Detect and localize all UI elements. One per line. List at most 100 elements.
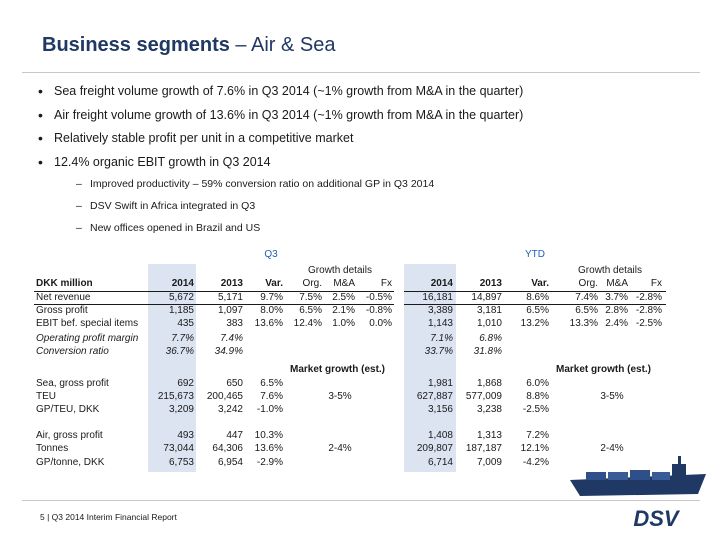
table-row-label: GP/tonne, DKK (36, 457, 105, 468)
table-cell-q3: 493 (177, 430, 194, 441)
table-cell-q3: 7.4% (220, 333, 243, 344)
table-row-label: EBIT bef. special items (36, 318, 139, 329)
table-row-label: Sea, gross profit (36, 378, 109, 389)
table-cell-q3: 200,465 (206, 391, 243, 402)
table-cell-q3: 9.7% (260, 292, 283, 303)
row-rule-q3 (34, 304, 394, 305)
sub-bullet-item: New offices opened in Brazil and US (76, 222, 434, 244)
table-cell-q3: 5,672 (168, 292, 194, 303)
table-cell-ytd: 627,887 (416, 391, 453, 402)
header-rule-q3 (34, 291, 394, 292)
table-cell-q3: 650 (226, 378, 243, 389)
table-cell-ytd: 1,868 (476, 378, 502, 389)
table-cell-q3: 6,753 (168, 457, 194, 468)
table-cell-ytd: 7.1% (430, 333, 453, 344)
table-cell-q3: 13.6% (254, 443, 283, 454)
table-cell-q3: 1,097 (217, 305, 243, 316)
market-growth-header-ytd: Market growth (est.) (556, 364, 652, 375)
table-cell-ytd: 3,238 (476, 404, 502, 415)
table-cell-ytd: 6.8% (479, 333, 502, 344)
header-ytd-col: Var. (531, 278, 549, 289)
table-cell-q3: 34.9% (214, 346, 243, 357)
row-rule-ytd (404, 304, 666, 305)
bullet-list: Sea freight volume growth of 7.6% in Q3 … (38, 83, 523, 179)
bullet-item: 12.4% organic EBIT growth in Q3 2014 (38, 154, 523, 179)
header-rule-ytd (404, 291, 666, 292)
market-growth-ytd: 2-4% (600, 443, 624, 454)
table-row-label: TEU (36, 391, 56, 402)
title-divider (22, 72, 700, 73)
table-cell-ytd: 187,187 (465, 443, 502, 454)
table-cell-q3: 1,185 (168, 305, 194, 316)
header-ytd-col: Fx (650, 278, 662, 289)
table-cell-ytd: 8.8% (526, 391, 549, 402)
table-cell-q3: 6,954 (217, 457, 243, 468)
table-cell-q3: 383 (226, 318, 243, 329)
table-cell-ytd: 2.8% (605, 305, 628, 316)
table-cell-q3: 8.0% (260, 305, 283, 316)
header-ytd-col: 2013 (479, 278, 502, 289)
table-row-label: GP/TEU, DKK (36, 404, 100, 415)
table-cell-ytd: 14,897 (471, 292, 502, 303)
table-cell-ytd: 6,714 (427, 457, 453, 468)
ytd-growth-details: Growth details (578, 265, 642, 276)
table-cell-q3: 2.1% (332, 305, 355, 316)
table-cell-ytd: -2.8% (635, 305, 662, 316)
table-cell-q3: 7.6% (260, 391, 283, 402)
table-cell-ytd: -4.2% (522, 457, 549, 468)
table-cell-q3: 6.5% (299, 305, 322, 316)
table-cell-q3: 3,209 (168, 404, 194, 415)
table-cell-ytd: 12.1% (520, 443, 549, 454)
table-cell-ytd: 31.8% (473, 346, 502, 357)
table-cell-q3: 6.5% (260, 378, 283, 389)
sub-bullet-item: Improved productivity – 59% conversion r… (76, 178, 434, 200)
table-cell-ytd: 1,981 (427, 378, 453, 389)
table-cell-ytd: 1,313 (476, 430, 502, 441)
q3-header: Q3 (264, 249, 278, 260)
table-cell-ytd: 6.0% (526, 378, 549, 389)
header-ytd-col: M&A (606, 278, 628, 289)
table-cell-ytd: 6.5% (575, 305, 598, 316)
table-cell-q3: 64,306 (212, 443, 243, 454)
table-cell-ytd: 7,009 (476, 457, 502, 468)
table-row-label: Operating profit margin (36, 333, 139, 344)
table-cell-ytd: 8.6% (526, 292, 549, 303)
table-cell-ytd: 3,156 (427, 404, 453, 415)
sub-bullet-item: DSV Swift in Africa integrated in Q3 (76, 200, 434, 222)
table-cell-ytd: 13.2% (520, 318, 549, 329)
page-title-bold: Business segments (42, 34, 230, 56)
table-cell-q3: 5,171 (217, 292, 243, 303)
table-cell-ytd: 7.2% (526, 430, 549, 441)
header-ytd-col: Org. (578, 278, 598, 289)
table-cell-q3: 447 (226, 430, 243, 441)
table-cell-q3: 2.5% (332, 292, 355, 303)
table-cell-ytd: 3,389 (427, 305, 453, 316)
table-cell-ytd: 16,181 (422, 292, 453, 303)
table-cell-q3: 36.7% (165, 346, 194, 357)
table-cell-ytd: -2.5% (522, 404, 549, 415)
table-cell-ytd: 3.7% (605, 292, 628, 303)
table-cell-ytd: 13.3% (569, 318, 598, 329)
table-cell-ytd: 1,010 (476, 318, 502, 329)
table-cell-q3: -0.8% (365, 305, 392, 316)
sub-bullet-list: Improved productivity – 59% conversion r… (76, 178, 434, 244)
table-cell-ytd: 577,009 (465, 391, 502, 402)
market-growth-header-q3: Market growth (est.) (290, 364, 386, 375)
table-cell-q3: 3,242 (217, 404, 243, 415)
bullet-item: Sea freight volume growth of 7.6% in Q3 … (38, 83, 523, 108)
market-growth-q3: 3-5% (328, 391, 352, 402)
ytd-2014-column-shade (404, 264, 456, 472)
page-title-rest: – Air & Sea (235, 34, 336, 56)
table-cell-q3: 1.0% (332, 318, 355, 329)
table-cell-q3: 7.7% (171, 333, 194, 344)
table-cell-q3: 12.4% (293, 318, 322, 329)
dsv-logo-text: DSV (633, 506, 681, 530)
table-cell-ytd: 209,807 (416, 443, 453, 454)
table-cell-q3: -1.0% (256, 404, 283, 415)
ytd-header: YTD (525, 249, 545, 260)
table-cell-ytd: -2.5% (635, 318, 662, 329)
header-ytd-col: 2014 (430, 278, 453, 289)
table-cell-q3: 13.6% (254, 318, 283, 329)
header-q3-col: Var. (265, 278, 283, 289)
table-cell-q3: 10.3% (254, 430, 283, 441)
